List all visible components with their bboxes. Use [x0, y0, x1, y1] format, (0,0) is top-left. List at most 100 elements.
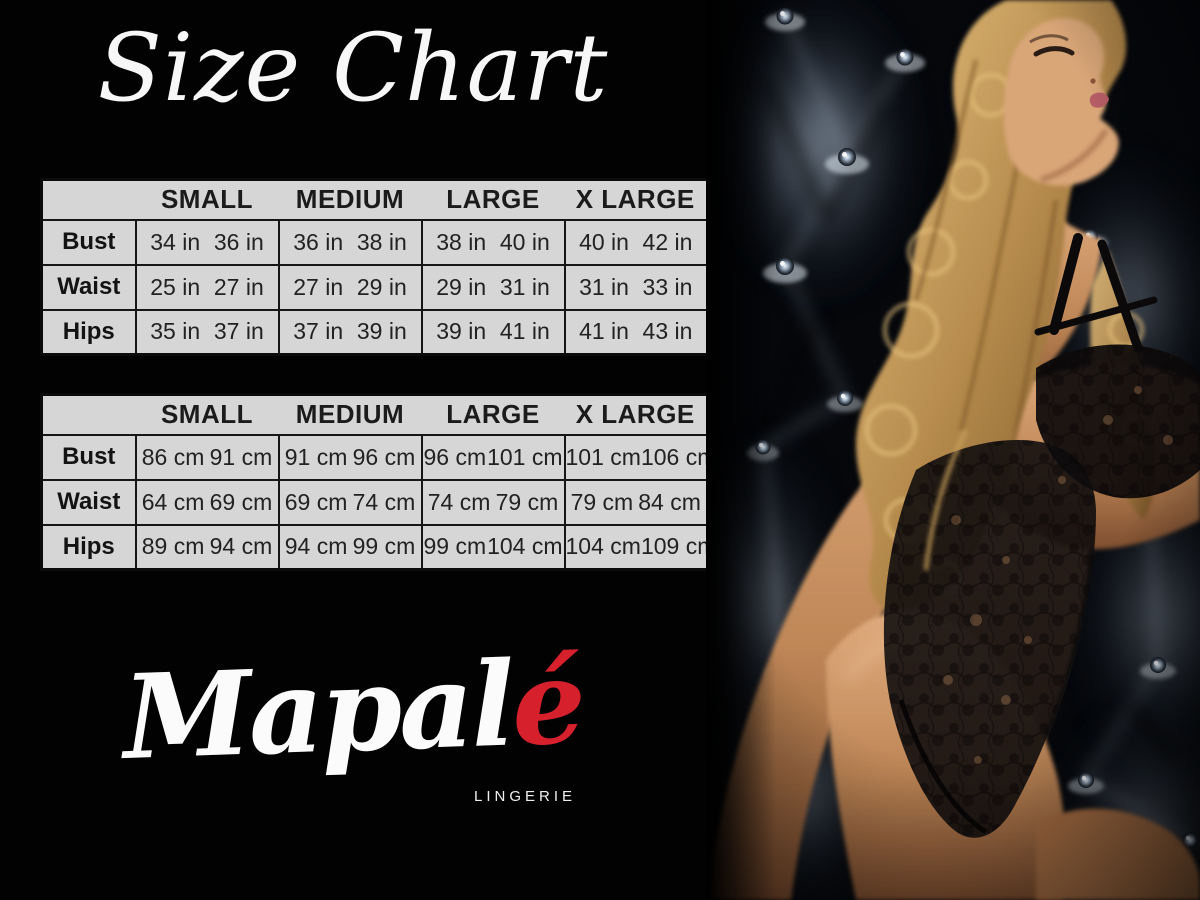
model-photo: [706, 0, 1200, 900]
size-value: 34 in: [150, 228, 201, 255]
row-label-waist: Waist: [41, 478, 136, 525]
column-header-small: SMALL: [135, 394, 279, 436]
size-value: 42 in: [642, 228, 693, 255]
size-value: 106 cm: [640, 443, 717, 470]
brand-logo: Mapalé: [0, 630, 708, 791]
page-title: Size Chart: [97, 14, 609, 123]
size-cell: 38 in 40 in: [420, 218, 565, 265]
row-label-bust: Bust: [41, 218, 136, 265]
size-cell: 27 in 29 in: [277, 263, 422, 310]
size-value: 89 cm: [141, 533, 205, 560]
size-cell: 41 in 43 in: [563, 308, 708, 355]
size-value: 39 in: [436, 318, 487, 345]
vignette: [706, 0, 1200, 900]
brand-logo-script: Mapal: [120, 636, 515, 786]
size-value: 79 cm: [570, 488, 634, 515]
size-value: 38 in: [436, 228, 487, 255]
size-cell: 104 cm 109 cm: [563, 523, 716, 570]
size-table-centimeters: SMALL MEDIUM LARGE X LARGE Bust 86 cm 91 …: [40, 393, 716, 571]
table-row-waist: Waist 25 in 27 in 27 in 29 in 29 in 31 in 3…: [41, 263, 708, 310]
size-value: 37 in: [293, 318, 344, 345]
size-value: 36 in: [213, 228, 264, 255]
size-value: 64 cm: [141, 488, 205, 515]
column-header-medium: MEDIUM: [278, 179, 422, 221]
size-value: 31 in: [499, 273, 550, 300]
size-cell: 39 in 41 in: [420, 308, 565, 355]
corner-cell: [41, 394, 136, 436]
row-label-bust: Bust: [41, 433, 136, 480]
size-value: 25 in: [150, 273, 201, 300]
size-value: 101 cm: [487, 443, 563, 470]
brand-logo-tagline: LINGERIE: [474, 788, 577, 805]
size-value: 96 cm: [423, 443, 487, 470]
size-cell: 94 cm 99 cm: [277, 523, 422, 570]
size-cell: 79 cm 84 cm: [563, 478, 708, 525]
size-value: 94 cm: [209, 533, 273, 560]
size-value: 96 cm: [352, 443, 416, 470]
size-cell: 37 in 39 in: [277, 308, 422, 355]
size-value: 36 in: [293, 228, 344, 255]
size-value: 84 cm: [638, 488, 701, 515]
table-row-waist: Waist 64 cm 69 cm 69 cm 74 cm 74 cm 79 cm 7…: [41, 478, 708, 525]
size-value: 38 in: [356, 228, 407, 255]
size-value: 27 in: [213, 273, 264, 300]
size-value: 41 in: [499, 318, 550, 345]
table-row-hips: Hips 35 in 37 in 37 in 39 in 39 in 41 in 41…: [41, 308, 708, 355]
size-value: 35 in: [150, 318, 201, 345]
header-row: SMALL MEDIUM LARGE X LARGE: [41, 394, 708, 436]
size-cell: 96 cm 101 cm: [420, 433, 565, 480]
size-cell: 91 cm 96 cm: [277, 433, 422, 480]
size-cell: 64 cm 69 cm: [134, 478, 279, 525]
size-cell: 89 cm 94 cm: [134, 523, 279, 570]
info-panel: Size Chart SMALL MEDIUM LARGE X LARGE Bu…: [0, 14, 717, 805]
size-value: 86 cm: [141, 443, 205, 470]
column-header-large: LARGE: [421, 179, 565, 221]
size-table-inches: SMALL MEDIUM LARGE X LARGE Bust 34 in 36 …: [40, 178, 709, 356]
size-cell: 25 in 27 in: [134, 263, 279, 310]
size-value: 91 cm: [284, 443, 348, 470]
size-value: 79 cm: [495, 488, 559, 515]
size-value: 29 in: [436, 273, 487, 300]
table-row-bust: Bust 86 cm 91 cm 91 cm 96 cm 96 cm 101 cm 1…: [41, 433, 716, 480]
table-row-hips: Hips 89 cm 94 cm 94 cm 99 cm 99 cm 104 cm 1…: [41, 523, 716, 570]
size-value: 69 cm: [284, 488, 348, 515]
column-header-medium: MEDIUM: [278, 394, 422, 436]
size-value: 74 cm: [427, 488, 491, 515]
size-cell: 101 cm 106 cm: [563, 433, 716, 480]
column-header-large: LARGE: [421, 394, 565, 436]
size-cell: 40 in 42 in: [563, 218, 708, 265]
size-value: 41 in: [579, 318, 629, 345]
size-value: 33 in: [642, 273, 693, 300]
size-value: 74 cm: [352, 488, 416, 515]
size-value: 104 cm: [487, 533, 563, 560]
row-label-waist: Waist: [41, 263, 136, 310]
size-cell: 34 in 36 in: [134, 218, 279, 265]
size-cell: 29 in 31 in: [420, 263, 565, 310]
size-value: 91 cm: [209, 443, 273, 470]
size-value: 40 in: [499, 228, 550, 255]
size-value: 27 in: [293, 273, 344, 300]
size-value: 40 in: [579, 228, 629, 255]
size-cell: 36 in 38 in: [277, 218, 422, 265]
model-photo-illustration: [706, 0, 1200, 900]
size-value: 99 cm: [423, 533, 487, 560]
size-value: 101 cm: [565, 443, 641, 470]
column-header-xlarge: X LARGE: [564, 179, 708, 221]
brand-logo-accent: é: [509, 634, 586, 773]
header-row: SMALL MEDIUM LARGE X LARGE: [41, 179, 708, 221]
column-header-small: SMALL: [135, 179, 279, 221]
size-value: 29 in: [356, 273, 407, 300]
size-cell: 74 cm 79 cm: [420, 478, 565, 525]
size-value: 69 cm: [209, 488, 273, 515]
corner-cell: [41, 179, 136, 221]
size-value: 99 cm: [352, 533, 416, 560]
size-cell: 35 in 37 in: [134, 308, 279, 355]
size-value: 104 cm: [565, 533, 641, 560]
row-label-hips: Hips: [41, 523, 136, 570]
size-value: 39 in: [356, 318, 407, 345]
size-value: 37 in: [213, 318, 264, 345]
size-value: 109 cm: [640, 533, 717, 560]
size-value: 94 cm: [284, 533, 348, 560]
size-value: 31 in: [579, 273, 629, 300]
row-label-hips: Hips: [41, 308, 136, 355]
